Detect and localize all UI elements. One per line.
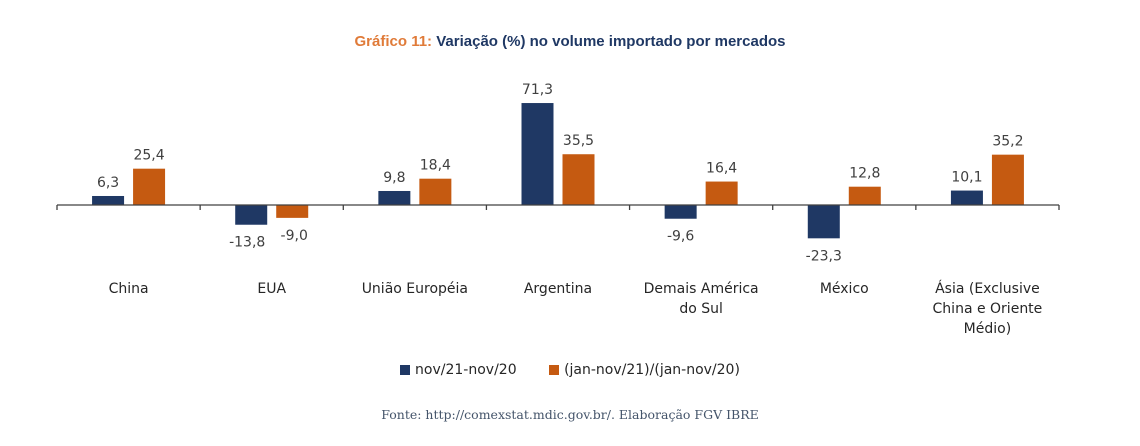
bar-series-1-cat-2 <box>235 205 268 225</box>
bar-series-2-cat-3 <box>419 178 452 205</box>
data-label-series-2-cat-4: 35,5 <box>563 133 594 149</box>
data-label-series-2-cat-3: 18,4 <box>420 158 451 174</box>
legend-swatch-series-1 <box>400 365 411 375</box>
category-label: Ásia (Exclusive China e Oriente Médio) <box>933 280 1043 337</box>
bar-series-2-cat-1 <box>133 168 166 205</box>
legend-label-series-2: (jan-nov/21)/(jan-nov/20) <box>564 362 740 378</box>
data-label-series-1-cat-2: -13,8 <box>229 235 265 251</box>
data-label-series-1-cat-4: 71,3 <box>522 82 553 98</box>
bar-series-1-cat-6 <box>807 205 840 239</box>
data-label-series-2-cat-6: 12,8 <box>849 166 880 182</box>
category-label: União Européia <box>362 281 468 297</box>
bar-series-2-cat-7 <box>991 154 1024 205</box>
legend-label-series-1: nov/21-nov/20 <box>415 362 517 378</box>
bar-series-1-cat-7 <box>950 190 983 205</box>
data-label-series-2-cat-7: 35,2 <box>992 134 1023 150</box>
chart-title-text: Variação (%) no volume importado por mer… <box>436 33 786 50</box>
data-label-series-1-cat-5: -9,6 <box>667 229 694 245</box>
bar-chart: 6,3 -13,8 9,8 71,3 -9,6 -23,3 10,1 25,4 -9,0 18,4… <box>56 82 1060 337</box>
chart-title: Gráfico 11: Variação (%) no volume impor… <box>0 33 1140 50</box>
data-label-series-2-cat-5: 16,4 <box>706 161 737 177</box>
legend-swatch-series-2 <box>549 365 560 375</box>
category-label: Demais América do Sul <box>644 281 759 317</box>
data-label-series-1-cat-6: -23,3 <box>806 248 842 264</box>
data-label-series-1-cat-1: 6,3 <box>97 175 119 191</box>
bar-series-1-cat-1 <box>92 195 125 205</box>
bar-series-2-cat-6 <box>848 186 881 205</box>
bar-series-1-cat-3 <box>378 190 411 205</box>
bar-series-1-cat-4 <box>521 103 554 205</box>
category-label: Argentina <box>524 281 592 297</box>
legend: nov/21-nov/20 (jan-nov/21)/(jan-nov/20) <box>0 362 1140 379</box>
category-label: EUA <box>257 281 286 297</box>
chart-title-prefix: Gráfico 11: <box>354 33 433 50</box>
category-label: China <box>109 281 149 297</box>
category-label: México <box>820 281 869 297</box>
bar-series-2-cat-2 <box>276 205 309 218</box>
bar-series-2-cat-4 <box>562 154 595 205</box>
bar-series-1-cat-5 <box>664 205 697 219</box>
source-note: Fonte: http://comexstat.mdic.gov.br/. El… <box>381 407 759 422</box>
legend-item-series-1: nov/21-nov/20 <box>400 362 517 378</box>
legend-item-series-2: (jan-nov/21)/(jan-nov/20) <box>549 362 740 378</box>
bar-series-2-cat-5 <box>705 181 738 205</box>
data-label-series-2-cat-1: 25,4 <box>133 148 164 164</box>
data-label-series-2-cat-2: -9,0 <box>281 228 308 244</box>
data-label-series-1-cat-3: 9,8 <box>383 170 405 186</box>
data-label-series-1-cat-7: 10,1 <box>951 170 982 186</box>
